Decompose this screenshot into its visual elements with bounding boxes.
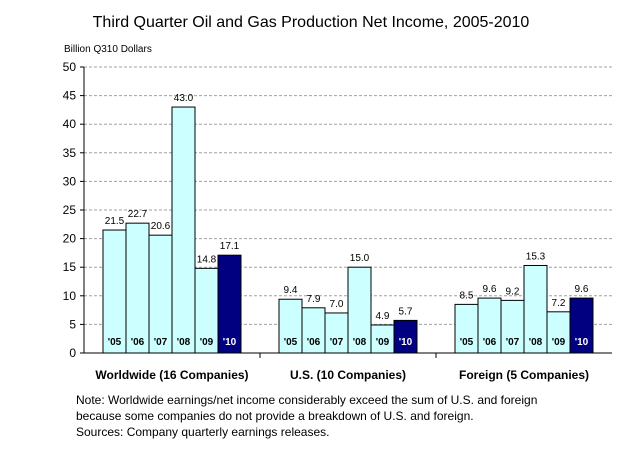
y-tick-label: 30 — [63, 174, 77, 188]
year-label: '05 — [108, 337, 122, 348]
data-label: 9.6 — [575, 284, 589, 295]
group-label: U.S. (10 Companies) — [290, 368, 406, 382]
note-line-1: Note: Worldwide earnings/net income cons… — [76, 393, 538, 407]
data-label: 17.1 — [220, 241, 240, 252]
bar — [217, 254, 242, 354]
data-label: 7.9 — [307, 294, 321, 305]
bar — [171, 106, 196, 354]
data-label: 4.9 — [376, 311, 390, 322]
y-axis-unit-label: Billion Q310 Dollars — [64, 44, 152, 55]
note-line-3: Sources: Company quarterly earnings rele… — [76, 425, 330, 439]
year-label: '08 — [177, 337, 191, 348]
y-tick-label: 0 — [69, 346, 76, 360]
data-label: 15.0 — [350, 253, 370, 264]
year-label: '06 — [131, 337, 145, 348]
year-label: '05 — [460, 337, 474, 348]
data-label: 21.5 — [105, 216, 125, 227]
bar — [148, 234, 173, 354]
group-label: Worldwide (16 Companies) — [95, 368, 248, 382]
bar — [347, 266, 372, 354]
data-label: 9.6 — [483, 284, 497, 295]
bar — [523, 264, 548, 354]
bar — [569, 297, 594, 354]
year-label: '10 — [399, 337, 413, 348]
data-label: 43.0 — [174, 93, 194, 104]
note-line-2: because some companies do not provide a … — [76, 409, 474, 423]
group-label: Foreign (5 Companies) — [459, 368, 589, 382]
year-label: '07 — [330, 337, 344, 348]
year-label: '10 — [575, 337, 589, 348]
year-label: '08 — [529, 337, 543, 348]
chart-title: Third Quarter Oil and Gas Production Net… — [92, 14, 530, 31]
data-label: 20.6 — [151, 221, 171, 232]
data-label: 15.3 — [526, 251, 546, 262]
bar — [125, 222, 150, 354]
y-tick-label: 15 — [63, 260, 77, 274]
year-label: '09 — [552, 337, 566, 348]
year-label: '05 — [284, 337, 298, 348]
data-label: 7.0 — [330, 299, 344, 310]
data-label: 14.8 — [197, 254, 217, 265]
year-label: '09 — [200, 337, 214, 348]
year-label: '07 — [506, 337, 520, 348]
data-label: 9.4 — [284, 285, 298, 296]
y-tick-label: 25 — [63, 203, 77, 217]
data-label: 9.2 — [506, 286, 520, 297]
year-label: '07 — [154, 337, 168, 348]
data-label: 5.7 — [399, 306, 413, 317]
data-label: 22.7 — [128, 209, 148, 220]
y-tick-label: 45 — [63, 89, 77, 103]
y-tick-label: 35 — [63, 146, 77, 160]
year-label: '10 — [223, 337, 237, 348]
data-label: 7.2 — [552, 298, 566, 309]
year-label: '06 — [483, 337, 497, 348]
y-tick-label: 20 — [63, 232, 77, 246]
y-tick-label: 5 — [69, 317, 76, 331]
chart-note: Note: Worldwide earnings/net income cons… — [76, 392, 537, 440]
data-label: 8.5 — [460, 290, 474, 301]
bar — [102, 229, 127, 354]
year-label: '08 — [353, 337, 367, 348]
year-label: '09 — [376, 337, 390, 348]
year-label: '06 — [307, 337, 321, 348]
y-tick-label: 10 — [63, 289, 77, 303]
bar — [393, 319, 418, 354]
y-tick-label: 40 — [63, 117, 77, 131]
y-tick-label: 50 — [63, 60, 77, 74]
